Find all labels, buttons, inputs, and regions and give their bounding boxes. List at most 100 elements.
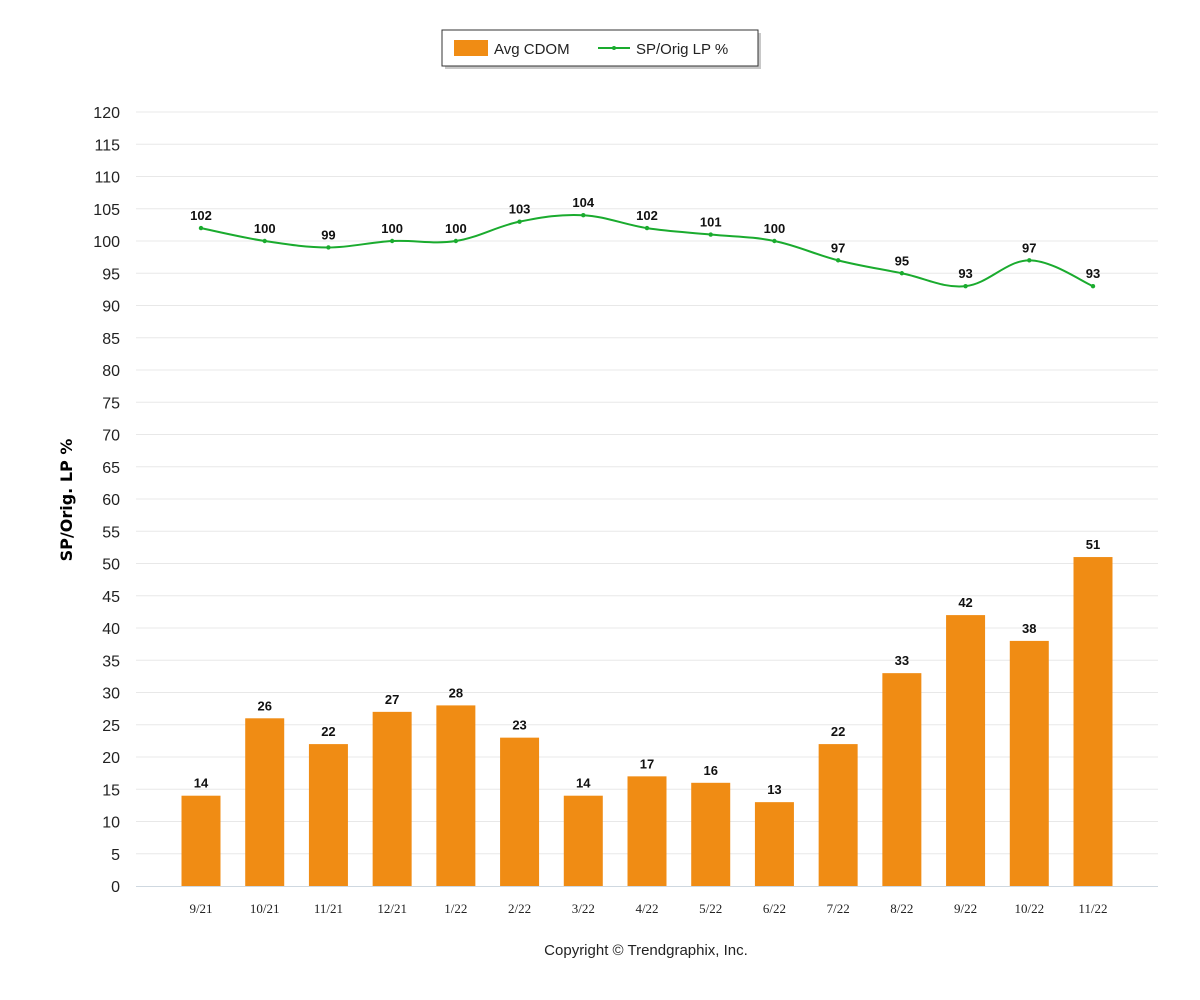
legend-swatch-avg-cdom (454, 40, 488, 56)
y-tick-label: 35 (102, 653, 120, 670)
y-tick-label: 0 (111, 879, 120, 896)
bar-data-label: 17 (640, 756, 654, 771)
bar-data-label: 13 (767, 782, 781, 797)
legend-label-avg-cdom: Avg CDOM (494, 41, 570, 58)
bar-avg-cdom (691, 782, 731, 886)
bar-data-label: 33 (895, 653, 909, 668)
bar-avg-cdom (308, 744, 348, 886)
bar-data-label: 23 (512, 718, 526, 733)
bar-avg-cdom (245, 718, 285, 886)
line-point (644, 225, 650, 231)
y-tick-label: 5 (111, 847, 120, 864)
y-tick-label: 120 (93, 105, 120, 122)
x-tick-label: 4/22 (635, 901, 658, 916)
bar-data-label: 42 (958, 595, 972, 610)
x-tick-label: 11/21 (314, 901, 343, 916)
bar-avg-cdom (181, 795, 221, 886)
line-data-label: 104 (572, 195, 594, 210)
line-data-label: 101 (700, 215, 722, 230)
x-tick-label: 10/22 (1014, 901, 1044, 916)
y-tick-label: 85 (102, 331, 120, 348)
x-tick-label: 8/22 (890, 901, 913, 916)
x-tick-label: 9/21 (189, 901, 212, 916)
y-tick-label: 65 (102, 460, 120, 477)
legend: Avg CDOM SP/Orig LP % (441, 29, 761, 69)
line-point (326, 245, 331, 250)
y-tick-label: 25 (102, 718, 120, 735)
y-axis: 0 5 10 15 20 25 30 35 40 45 50 55 60 65 70 75 80 85 90 95 10… (93, 105, 120, 896)
legend-label-sp-orig-lp: SP/Orig LP % (636, 41, 728, 58)
y-tick-label: 105 (93, 202, 120, 219)
x-tick-label: 2/22 (508, 901, 531, 916)
line-point (262, 238, 267, 244)
y-tick-label: 40 (102, 621, 120, 638)
line-point (772, 238, 777, 244)
line-data-label: 100 (445, 221, 467, 236)
bar-avg-cdom (882, 673, 922, 886)
x-axis: 9/21 10/21 11/21 12/21 1/22 2/22 3/22 4/22 5/22 6… (136, 886, 1158, 916)
gridlines (136, 111, 1158, 855)
line-data-label: 99 (321, 227, 335, 242)
line-data-label: 95 (895, 253, 909, 268)
bar-data-label: 14 (194, 776, 209, 791)
copyright-text: Copyright © Trendgraphix, Inc. (544, 942, 748, 959)
line-point (1090, 283, 1096, 289)
bar-avg-cdom (818, 744, 858, 886)
line-data-label: 93 (1086, 266, 1100, 281)
x-tick-label: 5/22 (699, 901, 722, 916)
line-data-label: 93 (958, 266, 972, 281)
bar-data-label: 22 (321, 724, 335, 739)
line-point (389, 238, 395, 244)
line-point (963, 283, 968, 289)
y-tick-label: 110 (94, 170, 120, 187)
bar-avg-cdom (1009, 640, 1049, 886)
y-tick-label: 95 (102, 266, 120, 283)
x-tick-label: 1/22 (444, 901, 467, 916)
bar-avg-cdom (436, 705, 476, 886)
line-point (1027, 258, 1032, 263)
line-point (453, 238, 459, 244)
line-data-label: 100 (764, 221, 786, 236)
line-point (899, 271, 905, 276)
y-tick-label: 70 (102, 428, 120, 445)
bar-data-label: 28 (449, 685, 463, 700)
line-data-label: 97 (831, 240, 845, 255)
bar-avg-cdom (1073, 557, 1113, 886)
y-tick-label: 20 (102, 750, 120, 767)
y-tick-label: 55 (102, 524, 120, 541)
x-tick-label: 11/22 (1078, 901, 1107, 916)
bar-avg-cdom (754, 802, 794, 886)
line-point (517, 219, 522, 224)
bar-data-label: 38 (1022, 621, 1036, 636)
x-tick-label: 12/21 (377, 901, 407, 916)
x-tick-label: 10/21 (250, 901, 280, 916)
line-data-label: 102 (636, 208, 658, 223)
line-data-label: 100 (254, 221, 276, 236)
y-axis-title: SP/Orig. LP % (57, 439, 76, 562)
line-point (708, 232, 713, 237)
x-tick-label: 3/22 (572, 901, 595, 916)
y-tick-label: 100 (93, 234, 120, 251)
line-point (835, 258, 841, 263)
bar-data-label: 22 (831, 724, 845, 739)
line-data-label: 100 (381, 221, 403, 236)
x-tick-label: 6/22 (763, 901, 786, 916)
y-tick-label: 15 (102, 782, 120, 799)
bar-avg-cdom (500, 737, 540, 886)
bar-data-label: 51 (1086, 537, 1100, 552)
bar-avg-cdom (627, 776, 667, 886)
bar-avg-cdom (563, 795, 603, 886)
line-data-label: 103 (509, 202, 531, 217)
bar-avg-cdom (946, 615, 986, 886)
line-point (198, 225, 204, 231)
y-tick-label: 50 (102, 557, 120, 574)
y-tick-label: 10 (102, 815, 120, 832)
bar-data-label: 16 (703, 763, 717, 778)
bar-series (181, 557, 1113, 886)
bar-data-label: 27 (385, 692, 399, 707)
legend-swatch-dot (612, 46, 616, 50)
x-tick-label: 7/22 (827, 901, 850, 916)
y-tick-label: 115 (94, 137, 120, 154)
